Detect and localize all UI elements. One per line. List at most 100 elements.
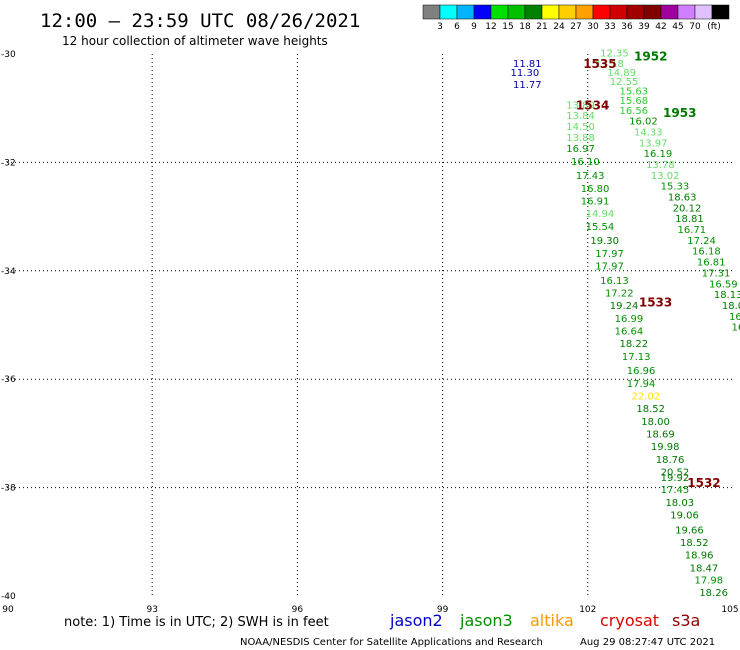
legend-swatch: [626, 4, 645, 20]
legend-tick-label: 12: [485, 22, 496, 32]
satellite-name-jason3: jason3: [459, 611, 513, 630]
wave-height-label: 19.92: [661, 473, 690, 484]
wave-height-label: 17.31: [702, 268, 731, 279]
latitude-label: -40: [1, 592, 16, 602]
wave-height-label: 12.55: [610, 77, 639, 88]
wave-height-label: 16.99: [615, 314, 644, 325]
wave-height-label: 19.98: [651, 442, 680, 453]
longitude-label: 102: [579, 605, 596, 615]
latitude-label: -32: [1, 158, 16, 168]
legend-swatch: [439, 4, 458, 20]
wave-height-label: 16.64: [615, 326, 644, 337]
longitude-label: 96: [292, 605, 304, 615]
wave-height-label: 19.06: [670, 511, 699, 522]
wave-height-label: 18.03: [665, 498, 694, 509]
wave-height-label: 16.59: [709, 279, 738, 290]
wave-height-label: 22.02: [632, 391, 661, 402]
legend-tick-label: 36: [621, 22, 633, 32]
wave-height-label: 14.50: [566, 122, 595, 133]
wave-height-label: 14.33: [634, 128, 663, 139]
wave-height-label: 17.97: [595, 249, 624, 260]
latitude-label: -34: [1, 267, 16, 277]
wave-height-label: 13.84: [566, 111, 595, 122]
longitude-label: 93: [146, 605, 157, 615]
wave-height-label: 18.0: [722, 301, 740, 312]
satellite-name-cryosat: cryosat: [600, 611, 659, 630]
wave-height-label: 14.89: [607, 68, 636, 79]
pass-time-label: 1953: [663, 106, 696, 120]
wave-height-label: 16.10: [571, 157, 600, 168]
legend-unit: (ft): [707, 22, 721, 32]
wave-height-label: 16.02: [629, 117, 658, 128]
legend-swatch: [575, 4, 594, 20]
wave-height-label: 16.97: [566, 144, 595, 155]
pass-time-label: 1533: [639, 296, 672, 310]
wave-height-label: 17.94: [627, 379, 656, 390]
wave-height-label: 15.33: [661, 182, 690, 193]
wave-height-label: 18.81: [675, 214, 704, 225]
wave-height-label: 13.02: [651, 171, 680, 182]
wave-height-label: 18.47: [690, 563, 719, 574]
satellite-name-jason2: jason2: [389, 611, 443, 630]
legend-swatch: [456, 4, 475, 20]
longitude-label: 99: [437, 605, 449, 615]
wave-height-label: 18.63: [668, 193, 697, 204]
map-title: 12:00 – 23:59 UTC 08/26/2021: [40, 10, 360, 32]
wave-height-label: 18.00: [641, 417, 670, 428]
pass-time-label: 1534: [576, 98, 609, 112]
wave-height-label: 20.12: [673, 203, 702, 214]
legend-swatch: [677, 4, 696, 20]
pass-time-label: 1952: [634, 50, 667, 64]
satellite-name-s3a: s3a: [672, 611, 700, 630]
latitude-label: -36: [1, 375, 16, 385]
legend-tick-label: 70: [689, 22, 701, 32]
legend-swatch: [592, 4, 611, 20]
wave-height-label: 18.52: [680, 538, 709, 549]
map-subtitle: 12 hour collection of altimeter wave hei…: [62, 34, 328, 48]
wave-height-label: 11.30: [511, 68, 540, 79]
legend-tick-label: 45: [672, 22, 683, 32]
legend-swatch: [541, 4, 560, 20]
legend-swatch: [609, 4, 628, 20]
legend-swatch: [660, 4, 679, 20]
wave-height-label: 15.68: [619, 96, 648, 107]
axis-labels: 90 93 96 99 102 105 -30 -32 -34 -36 -38 -40: [1, 50, 739, 615]
wave-height-label: 15.63: [619, 86, 648, 97]
wave-height-label: 16.18: [692, 247, 721, 258]
wave-height-label: 19.66: [675, 525, 704, 536]
wave-height-label: 18.26: [699, 588, 728, 599]
wave-height-label: 17.98: [694, 576, 723, 587]
wave-height-label: 16.13: [600, 276, 629, 287]
wave-height-label: 16.80: [581, 184, 610, 195]
wave-height-label: 16.56: [619, 106, 648, 117]
legend-tick-label: 27: [570, 22, 581, 32]
wave-height-label: 17.45: [661, 485, 690, 496]
wave-height-label: 16: [731, 323, 740, 334]
longitude-label: 90: [2, 605, 14, 615]
wave-height-label: 20.52: [661, 467, 690, 478]
latitude-label: -38: [1, 484, 16, 494]
legend-swatch: [473, 4, 492, 20]
legend-tick-label: 6: [454, 22, 460, 32]
wave-height-label: 16.91: [581, 196, 610, 207]
footer-note: note: 1) Time is in UTC; 2) SWH is in fe…: [64, 615, 329, 630]
legend-tick-label: 21: [536, 22, 547, 32]
legend-tick-label: 18: [519, 22, 531, 32]
legend-swatch: [524, 4, 543, 20]
wave-height-label: 13.97: [639, 138, 668, 149]
legend-tick-label: 3: [437, 22, 443, 32]
legend-tick-label: 39: [638, 22, 650, 32]
satellite-name-altika: altika: [530, 611, 574, 630]
wave-height-label: 17.24: [687, 236, 716, 247]
wave-height-label: 16.81: [697, 258, 726, 269]
legend-tick-label: 33: [604, 22, 615, 32]
pass-time-label: 1532: [687, 476, 720, 490]
legend-swatch: [507, 4, 526, 20]
wave-height-label: 11.81: [513, 59, 542, 70]
wave-height-label: 17.43: [576, 171, 605, 182]
lat-lon-grid: [7, 54, 733, 596]
legend-swatch: [694, 4, 713, 20]
wave-height-label: 18.13: [714, 290, 740, 301]
